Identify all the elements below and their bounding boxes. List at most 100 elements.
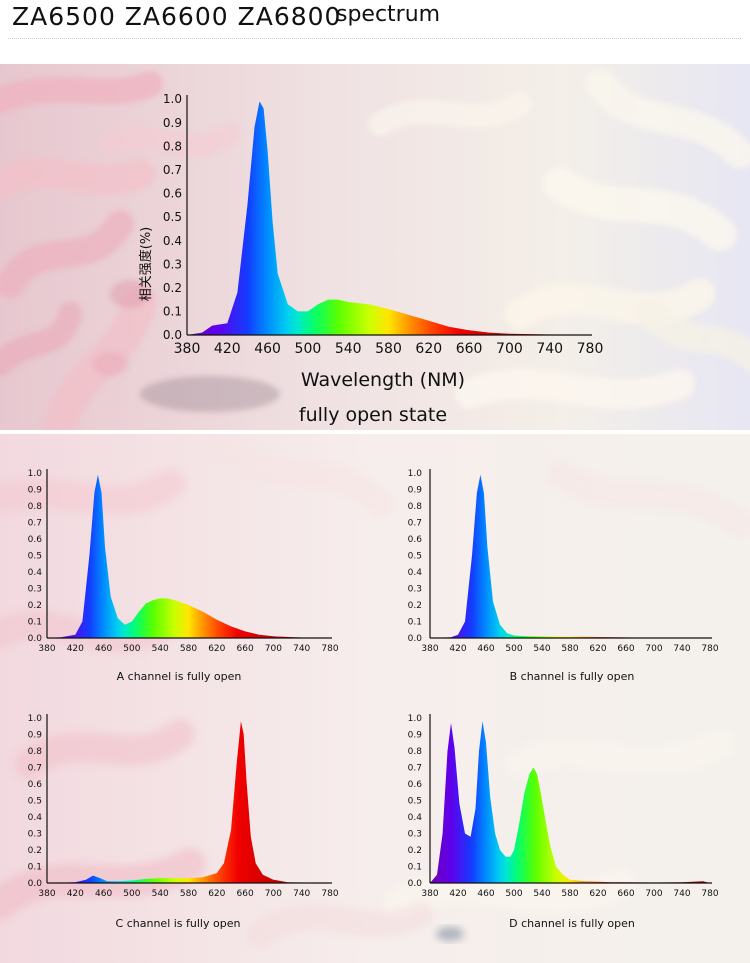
y-tick-label: 0.2	[163, 281, 182, 295]
x-tick-label: 740	[673, 644, 690, 654]
y-tick-label: 0.6	[163, 187, 182, 201]
x-tick-label: 420	[449, 889, 466, 899]
y-tick-label: 0.4	[408, 813, 423, 823]
y-tick-label: 0.7	[28, 519, 42, 529]
y-tick-label: 0.9	[408, 486, 423, 496]
chart-caption: D channel is fully open	[509, 917, 635, 930]
a-channel-chart: 0.0 0.1 0.2 0.3 0.4 0.5 0.6 0.7 0.8 0.9 1.0 380 420 4…	[28, 469, 339, 683]
chart-caption: A channel is fully open	[117, 670, 242, 683]
x-tick-label: 780	[321, 644, 338, 654]
x-tick-label: 780	[701, 889, 718, 899]
x-tick-label: 580	[180, 644, 197, 654]
b-channel-chart: 0.0 0.1 0.2 0.3 0.4 0.5 0.6 0.7 0.8 0.9 1.0 380 420 4…	[408, 469, 719, 683]
x-tick-label: 780	[701, 644, 718, 654]
x-tick-label: 540	[533, 644, 550, 654]
y-tick-label: 0.3	[28, 585, 42, 595]
y-tick-label: 0.3	[28, 830, 42, 840]
y-tick-label: 0.6	[408, 780, 423, 790]
x-tick-label: 660	[456, 341, 483, 357]
x-tick-label: 780	[321, 889, 338, 899]
x-tick-label: 420	[214, 341, 241, 357]
x-tick-label: 460	[95, 644, 112, 654]
x-tick-label: 620	[208, 889, 225, 899]
x-tick-label: 460	[477, 889, 494, 899]
spectrum-area-series-0	[47, 721, 330, 883]
y-tick-label: 0.2	[408, 601, 422, 611]
spectrum-area-series-0	[47, 474, 330, 638]
y-tick-label: 0.1	[163, 305, 182, 319]
x-tick-label: 740	[293, 889, 310, 899]
x-tick-label: 500	[123, 644, 140, 654]
y-tick-label: 1.0	[28, 714, 43, 724]
x-tick-label: 420	[67, 644, 84, 654]
x-tick-label: 420	[67, 889, 84, 899]
x-tick-label: 580	[561, 644, 578, 654]
y-tick-label: 0.6	[28, 535, 43, 545]
x-tick-label: 660	[617, 644, 634, 654]
x-tick-label: 500	[123, 889, 140, 899]
x-tick-label: 380	[421, 889, 438, 899]
y-tick-label: 0.5	[28, 552, 42, 562]
x-tick-label: 620	[208, 644, 225, 654]
c-channel-chart: 0.0 0.1 0.2 0.3 0.4 0.5 0.6 0.7 0.8 0.9 1.0 380 420 4…	[28, 714, 339, 930]
x-tick-label: 420	[449, 644, 466, 654]
chart-caption: C channel is fully open	[116, 917, 241, 930]
x-tick-label: 540	[533, 889, 550, 899]
y-tick-label: 0.6	[408, 535, 423, 545]
divider	[8, 38, 741, 39]
d-channel-chart: 0.0 0.1 0.2 0.3 0.4 0.5 0.6 0.7 0.8 0.9 1.0 380 420 4…	[408, 714, 719, 930]
y-tick-label: 0.5	[408, 552, 422, 562]
x-tick-label: 700	[265, 889, 282, 899]
y-tick-label: 1.0	[408, 714, 423, 724]
page-title: spectrum	[336, 2, 441, 27]
y-tick-label: 0.4	[163, 234, 182, 248]
y-tick-label: 0.4	[28, 813, 43, 823]
x-tick-label: 780	[577, 341, 604, 357]
x-tick-label: 620	[415, 341, 442, 357]
y-tick-label: 0.2	[28, 601, 42, 611]
x-tick-label: 460	[477, 644, 494, 654]
y-tick-label: 0.0	[28, 879, 43, 889]
y-tick-label: 0.1	[28, 618, 42, 628]
y-tick-label: 1.0	[408, 469, 423, 479]
y-tick-label: 0.6	[28, 780, 43, 790]
y-tick-label: 0.0	[28, 634, 43, 644]
y-tick-label: 0.2	[28, 846, 42, 856]
x-tick-label: 700	[265, 644, 282, 654]
x-tick-label: 620	[589, 644, 606, 654]
y-tick-label: 0.0	[163, 328, 182, 342]
y-tick-label: 1.0	[163, 92, 182, 106]
y-tick-label: 0.5	[408, 797, 422, 807]
y-tick-label: 0.2	[408, 846, 422, 856]
x-tick-label: 540	[335, 341, 362, 357]
y-tick-label: 0.8	[28, 747, 43, 757]
y-tick-label: 0.4	[28, 568, 43, 578]
chart-caption: fully open state	[299, 404, 447, 426]
x-tick-label: 500	[505, 644, 522, 654]
y-tick-label: 0.9	[163, 116, 182, 130]
y-tick-label: 0.3	[408, 830, 422, 840]
y-tick-label: 0.0	[408, 879, 423, 889]
y-tick-label: 0.7	[28, 764, 42, 774]
y-tick-label: 1.0	[28, 469, 43, 479]
x-tick-label: 540	[152, 889, 169, 899]
x-tick-label: 460	[254, 341, 281, 357]
x-tick-label: 380	[38, 644, 55, 654]
y-axis-label: 相关强度(%)	[138, 227, 154, 302]
y-tick-label: 0.1	[28, 863, 42, 873]
y-tick-label: 0.1	[408, 863, 422, 873]
x-tick-label: 540	[152, 644, 169, 654]
chart-caption: B channel is fully open	[510, 670, 635, 683]
spectrum-area-series-0	[187, 101, 590, 336]
x-tick-label: 660	[617, 889, 634, 899]
x-tick-label: 700	[645, 644, 662, 654]
y-tick-label: 0.3	[163, 257, 182, 271]
y-tick-label: 0.1	[408, 618, 422, 628]
y-tick-label: 0.9	[28, 486, 43, 496]
x-tick-label: 700	[496, 341, 523, 357]
coral-background-top	[0, 64, 750, 430]
x-tick-label: 380	[174, 341, 201, 357]
x-tick-label: 700	[645, 889, 662, 899]
x-tick-label: 500	[505, 889, 522, 899]
